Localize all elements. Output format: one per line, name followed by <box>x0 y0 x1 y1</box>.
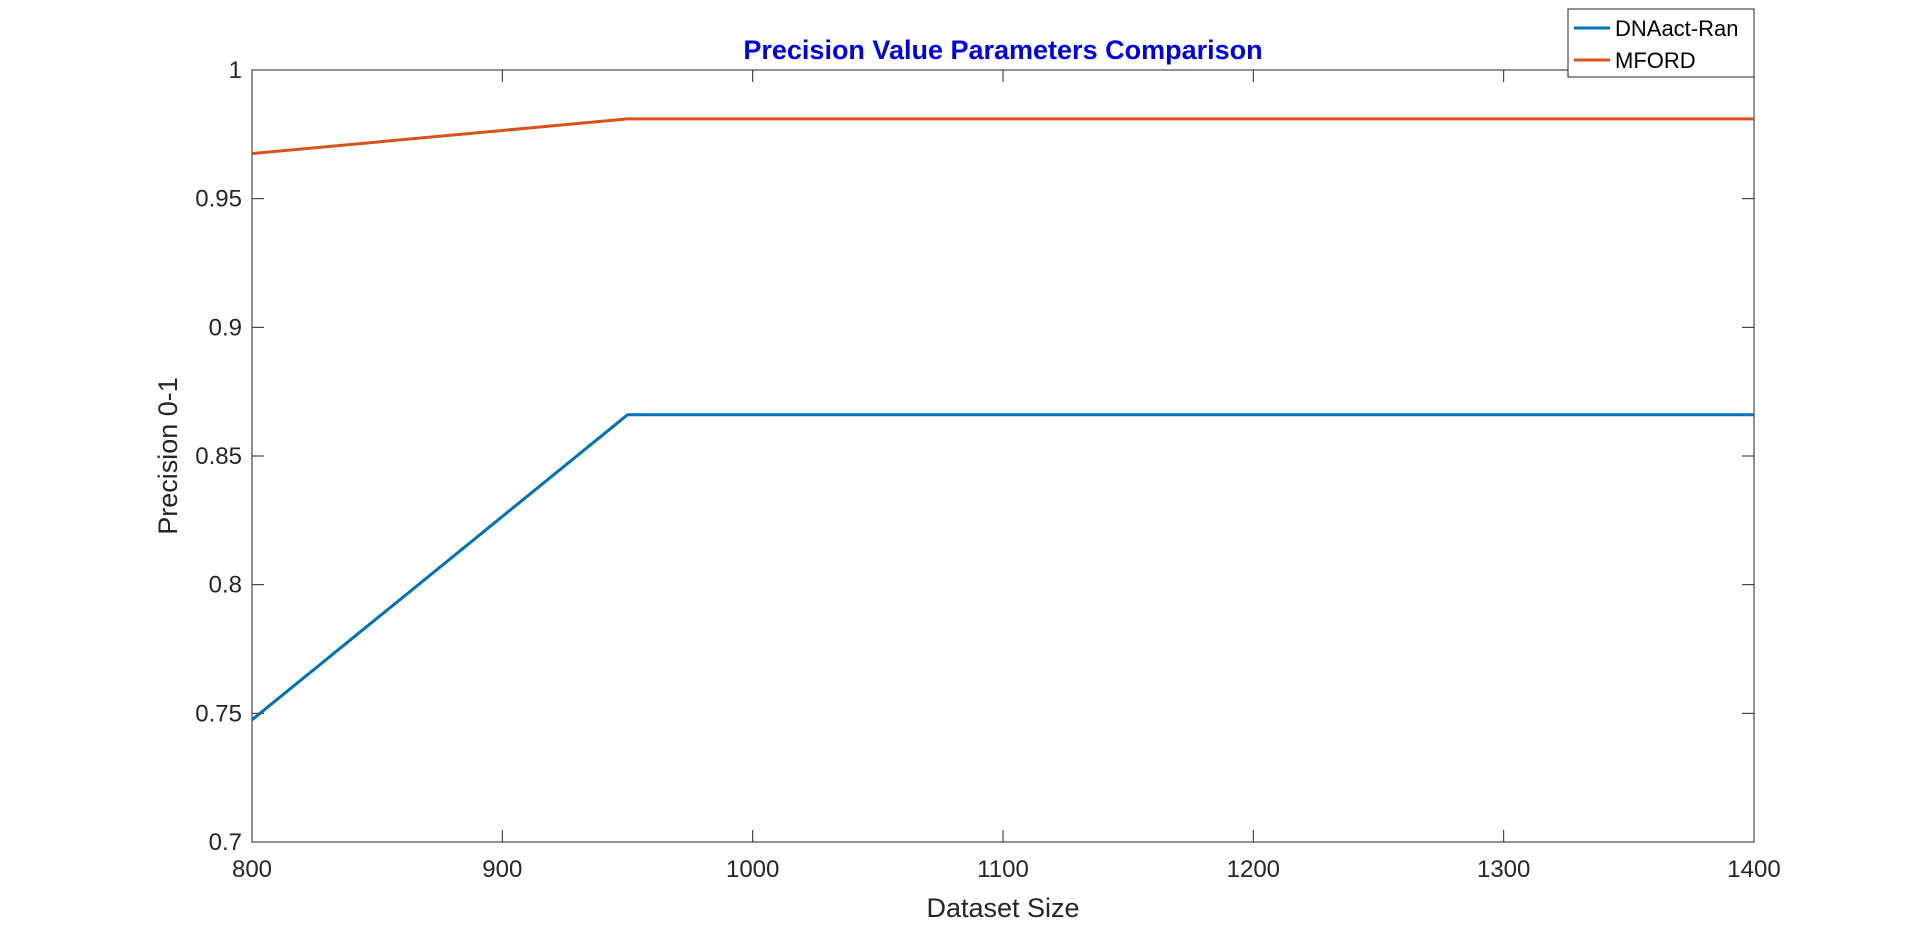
y-axis-title: Precision 0-1 <box>153 377 183 535</box>
plot-area <box>251 69 1755 843</box>
x-tick-label: 1200 <box>1227 856 1280 883</box>
x-tick-label: 1100 <box>977 856 1029 883</box>
y-tick-label: 0.8 <box>209 572 242 599</box>
series-line-dnaact-ran <box>251 413 1754 721</box>
y-tick-label: 0.7 <box>209 829 242 856</box>
series-layer <box>251 117 1754 721</box>
legend: DNAact-Ran MFORD <box>1567 8 1755 78</box>
y-tick-label: 0.95 <box>195 186 242 213</box>
x-tick-label: 1000 <box>726 856 779 883</box>
y-tick-label: 0.9 <box>209 314 242 341</box>
x-tick-label: 1300 <box>1477 856 1530 883</box>
y-tick-label: 0.75 <box>195 700 242 727</box>
chart-title: Precision Value Parameters Comparison <box>743 35 1262 65</box>
y-tick-label: 0.85 <box>195 443 242 470</box>
x-tick-label: 800 <box>232 856 272 883</box>
legend-box <box>1567 8 1755 78</box>
y-axis-ticks: 0.7 0.75 0.8 0.85 0.9 0.95 1 <box>195 57 1754 856</box>
x-axis-ticks: 800 900 1000 1100 1200 1300 1400 <box>232 70 1781 883</box>
x-tick-label: 1400 <box>1727 856 1780 883</box>
x-tick-label: 900 <box>482 856 522 883</box>
x-axis-title: Dataset Size <box>926 893 1079 923</box>
y-tick-label: 1 <box>229 57 242 84</box>
legend-label-dnaact-ran: DNAact-Ran <box>1615 16 1738 41</box>
legend-label-mford: MFORD <box>1615 48 1696 73</box>
series-line-mford <box>251 117 1754 156</box>
